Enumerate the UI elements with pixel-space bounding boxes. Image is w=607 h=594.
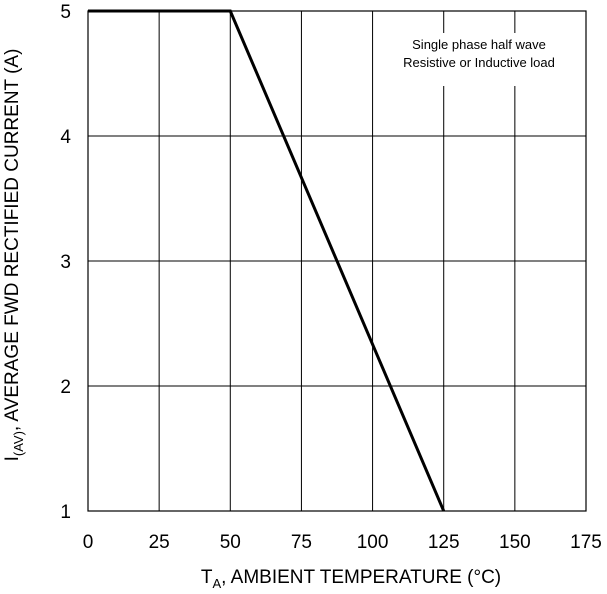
x-tick-label: 75 bbox=[291, 532, 312, 553]
y-tick-label: 2 bbox=[60, 377, 71, 398]
y-tick-label: 1 bbox=[60, 502, 71, 523]
x-axis-label-rest: , AMBIENT TEMPERATURE (°C) bbox=[221, 567, 501, 588]
grid-lines bbox=[88, 11, 586, 511]
plot-border bbox=[87, 10, 587, 512]
x-axis-label-main: T bbox=[201, 567, 213, 588]
y-axis-label-rest: , AVERAGE FWD RECTIFIED CURRENT (A) bbox=[2, 49, 23, 432]
x-tick-label: 175 bbox=[570, 532, 602, 553]
y-tick-labels: 1 2 3 4 5 bbox=[60, 2, 71, 523]
y-tick-label: 3 bbox=[60, 252, 71, 273]
plot-frame bbox=[87, 10, 587, 512]
y-axis-label-subscript: (AV) bbox=[11, 431, 26, 456]
x-axis-label: TA, AMBIENT TEMPERATURE (°C) bbox=[201, 567, 501, 591]
y-axis-label-main: I bbox=[2, 456, 23, 461]
x-tick-label: 0 bbox=[83, 532, 94, 553]
x-tick-label: 25 bbox=[149, 532, 170, 553]
x-axis-label-subscript: A bbox=[212, 576, 221, 591]
y-axis-label: I(AV), AVERAGE FWD RECTIFIED CURRENT (A) bbox=[2, 49, 26, 462]
annotation-background bbox=[385, 33, 573, 86]
annotation-group: Single phase half wave Resistive or Indu… bbox=[385, 33, 573, 86]
x-tick-labels: 0 25 50 75 100 125 150 175 bbox=[83, 532, 602, 553]
annotation-line-1: Single phase half wave bbox=[412, 37, 546, 52]
x-tick-label: 100 bbox=[357, 532, 389, 553]
series-layer bbox=[88, 9, 446, 512]
y-tick-label: 4 bbox=[60, 127, 71, 148]
annotation-line-2: Resistive or Inductive load bbox=[403, 55, 555, 70]
x-tick-label: 150 bbox=[499, 532, 531, 553]
x-tick-label: 50 bbox=[220, 532, 241, 553]
y-tick-label: 5 bbox=[60, 2, 71, 23]
series-line bbox=[88, 9, 446, 512]
x-tick-label: 125 bbox=[428, 532, 460, 553]
